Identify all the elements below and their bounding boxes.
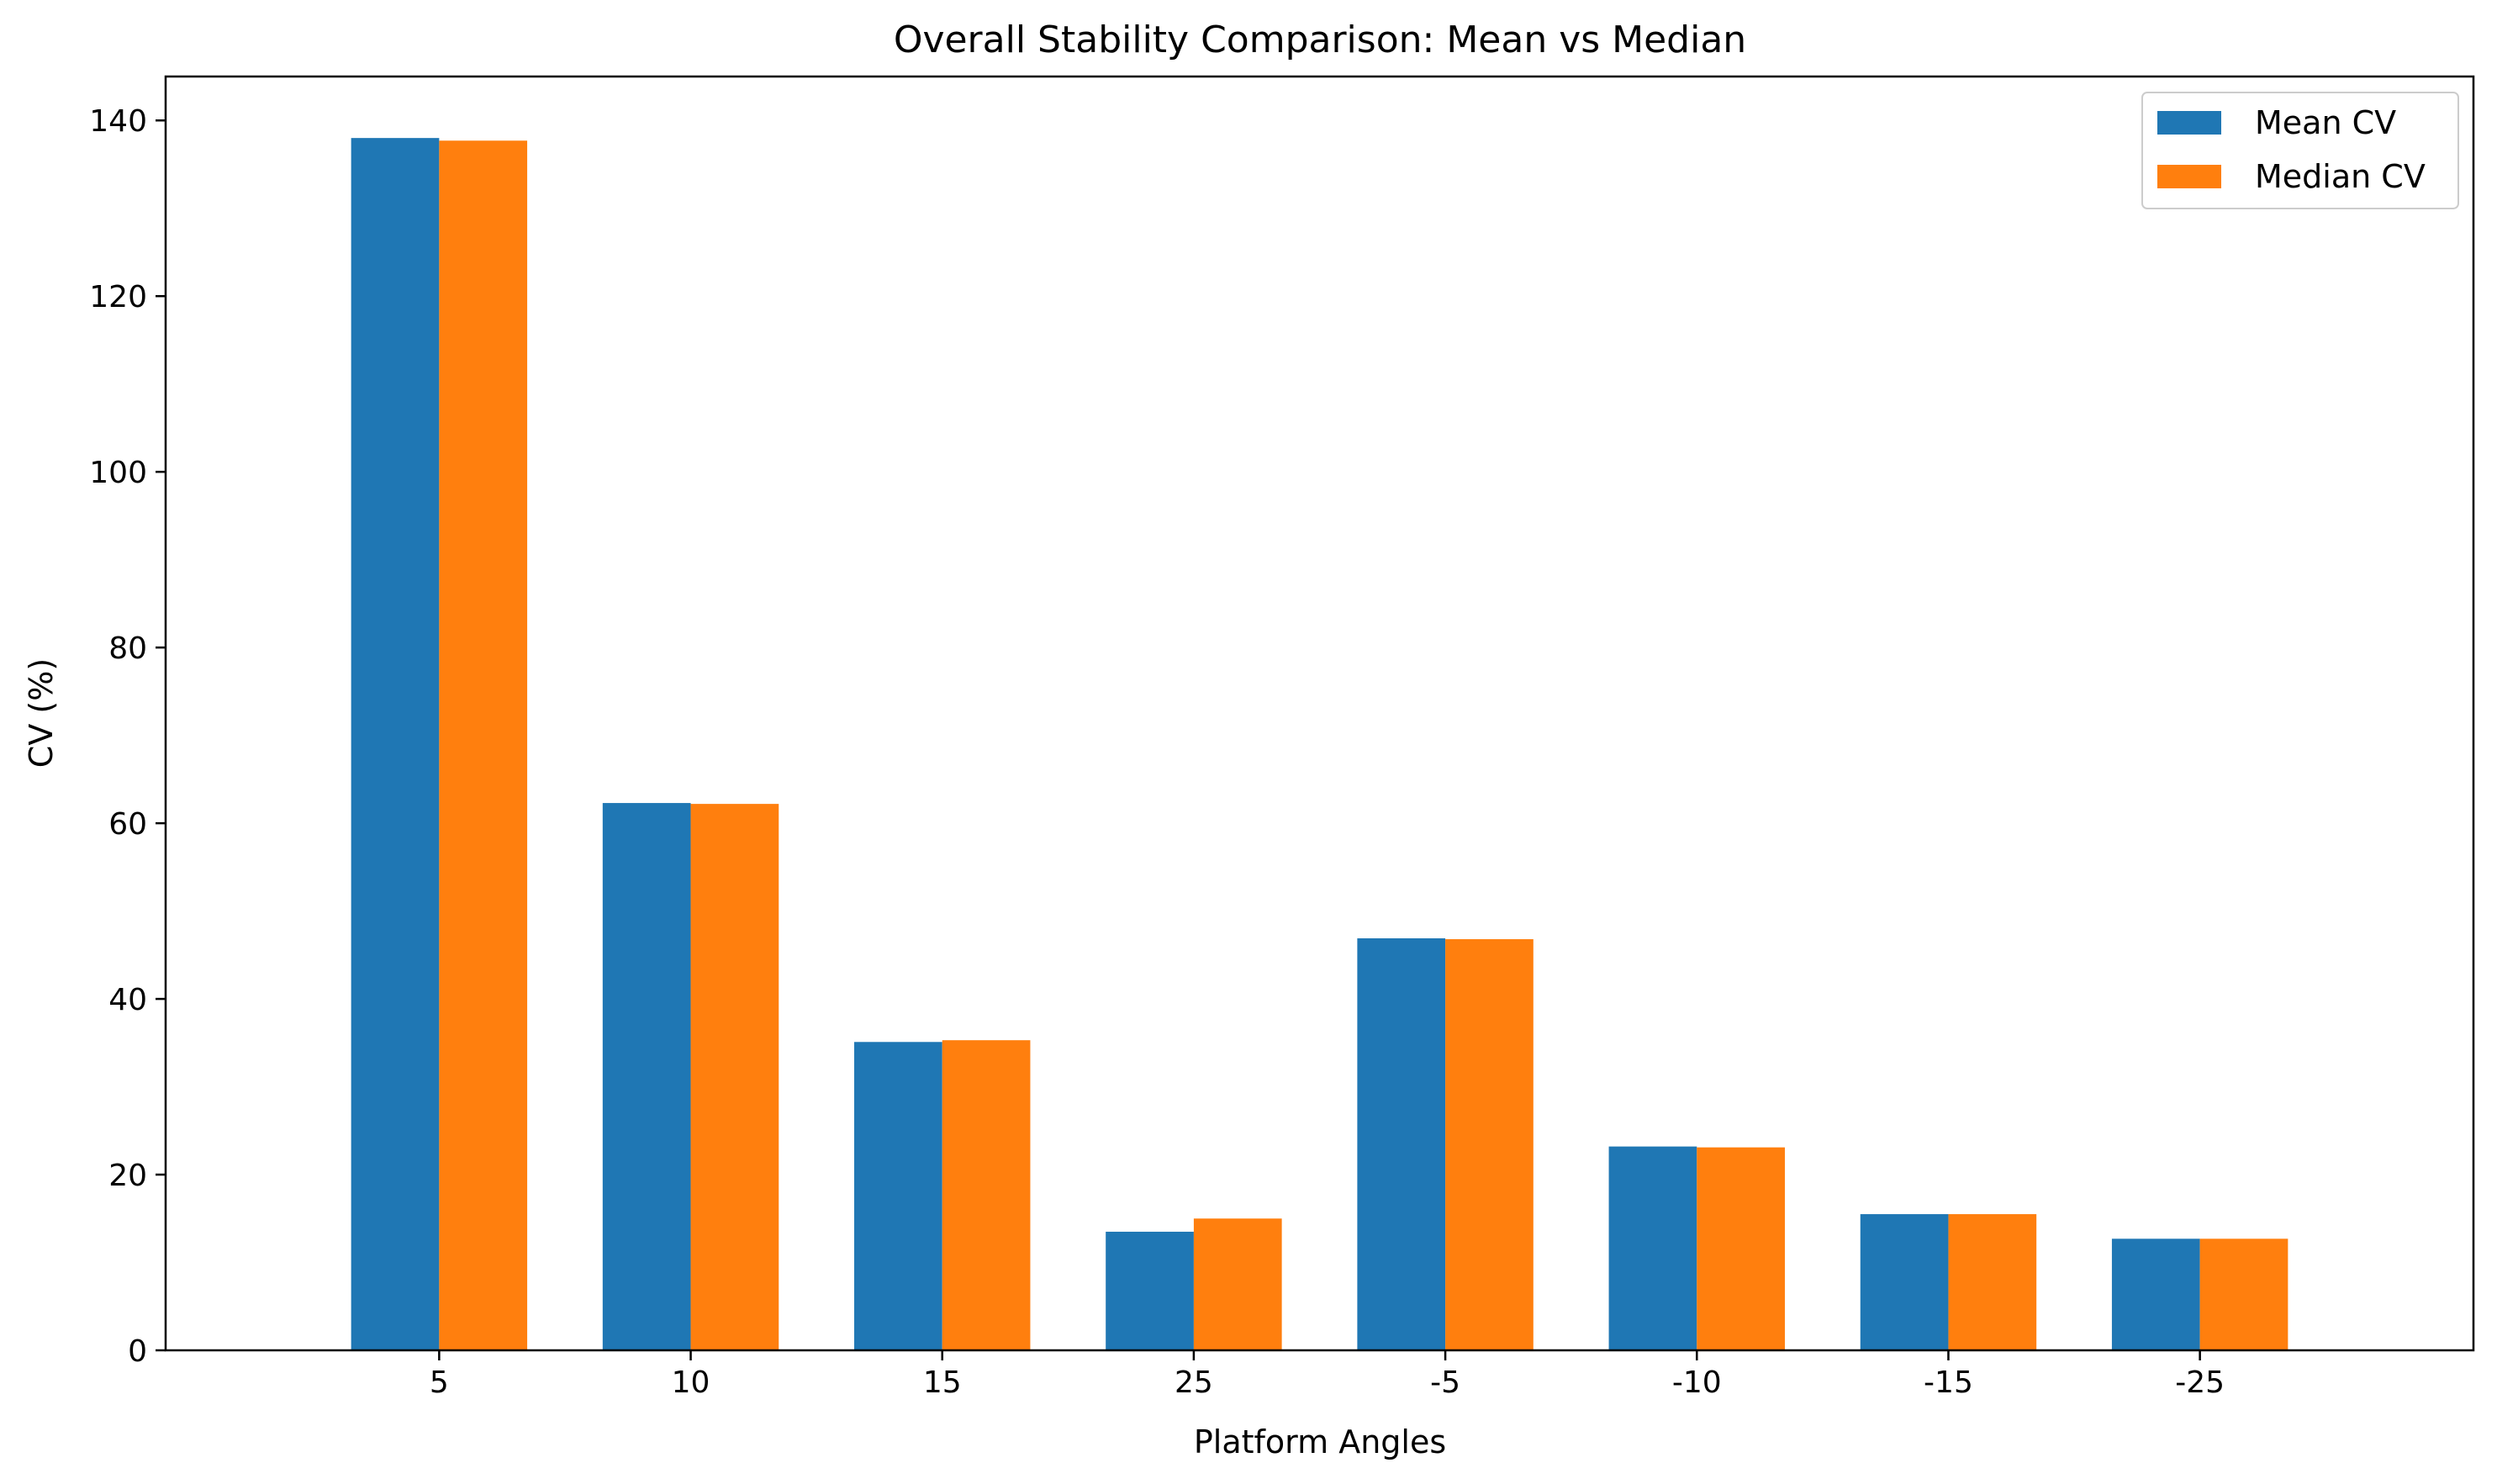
y-tick-label: 0 xyxy=(128,1334,147,1369)
legend: Mean CV Median CV xyxy=(2141,92,2459,209)
y-tick-label: 80 xyxy=(108,631,147,666)
bar-mean-cv-1 xyxy=(602,803,691,1350)
y-tick-label: 120 xyxy=(89,280,147,314)
bar-mean-cv-3 xyxy=(1106,1231,1194,1350)
chart-title: Overall Stability Comparison: Mean vs Me… xyxy=(894,18,1746,61)
x-axis-label: Platform Angles xyxy=(1194,1423,1446,1460)
y-tick-label: 20 xyxy=(108,1159,147,1193)
x-tick-label: -25 xyxy=(2175,1365,2225,1400)
x-tick-label: 15 xyxy=(923,1365,962,1400)
bars xyxy=(351,138,2288,1350)
bar-median-cv-4 xyxy=(1445,939,1534,1350)
y-tick-label: 40 xyxy=(108,983,147,1017)
y-axis-label: CV (%) xyxy=(23,658,60,768)
x-axis: 5 10 15 25 -5 -10 -15 -25 xyxy=(430,1350,2225,1400)
bar-median-cv-2 xyxy=(942,1040,1031,1350)
bar-mean-cv-6 xyxy=(1860,1214,1949,1350)
x-tick-label: 25 xyxy=(1175,1365,1213,1400)
bar-mean-cv-0 xyxy=(351,138,440,1350)
legend-swatch-median-cv xyxy=(2157,165,2221,188)
bar-median-cv-3 xyxy=(1193,1218,1282,1350)
bar-median-cv-1 xyxy=(690,804,779,1350)
bar-mean-cv-5 xyxy=(1608,1146,1697,1350)
legend-label-mean-cv: Mean CV xyxy=(2255,104,2396,141)
bar-mean-cv-2 xyxy=(854,1042,942,1350)
y-tick-label: 100 xyxy=(89,456,147,490)
x-tick-label: 5 xyxy=(430,1365,449,1400)
x-tick-label: -5 xyxy=(1430,1365,1460,1400)
bar-median-cv-6 xyxy=(1948,1214,2037,1350)
bar-median-cv-5 xyxy=(1697,1147,1785,1350)
x-tick-label: -15 xyxy=(1924,1365,1973,1400)
bar-mean-cv-4 xyxy=(1357,937,1446,1350)
bar-mean-cv-7 xyxy=(2111,1238,2200,1350)
x-tick-label: 10 xyxy=(672,1365,710,1400)
plot-frame xyxy=(164,75,2475,1352)
legend-swatch-mean-cv xyxy=(2157,111,2221,135)
y-tick-label: 60 xyxy=(108,807,147,842)
legend-label-median-cv: Median CV xyxy=(2255,158,2426,195)
x-tick-label: -10 xyxy=(1672,1365,1722,1400)
bar-median-cv-0 xyxy=(439,140,528,1350)
y-axis: 0 20 40 60 80 100 120 140 xyxy=(89,104,166,1369)
bar-median-cv-7 xyxy=(2199,1238,2288,1350)
y-tick-label: 140 xyxy=(89,104,147,139)
